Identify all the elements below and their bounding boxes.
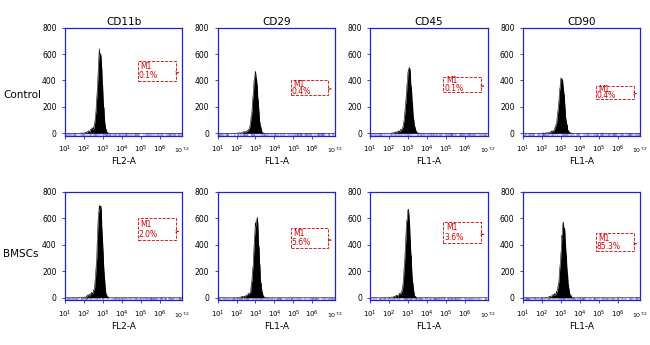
Bar (291, 228, 328, 248)
Bar (596, 86, 634, 99)
Text: $10^{7.2}$: $10^{7.2}$ (327, 146, 343, 155)
Text: $10^{7.2}$: $10^{7.2}$ (174, 146, 190, 155)
Text: 2.0%: 2.0% (139, 230, 158, 239)
Text: 5.6%: 5.6% (291, 238, 311, 247)
Text: M1: M1 (141, 62, 152, 71)
Text: Control: Control (3, 90, 41, 100)
Text: 0.1%: 0.1% (139, 71, 158, 80)
Title: CD29: CD29 (262, 17, 291, 27)
Text: BMSCs: BMSCs (3, 249, 39, 258)
Title: CD45: CD45 (415, 17, 443, 27)
Text: $10^{7.2}$: $10^{7.2}$ (174, 310, 190, 319)
Text: 3.6%: 3.6% (444, 233, 463, 242)
Text: 0.4%: 0.4% (597, 91, 616, 100)
Text: $10^{7.2}$: $10^{7.2}$ (480, 310, 496, 319)
Title: CD11b: CD11b (106, 17, 141, 27)
Title: CD90: CD90 (567, 17, 596, 27)
Bar (138, 61, 176, 81)
Text: $10^{7.2}$: $10^{7.2}$ (632, 310, 649, 319)
Bar (596, 233, 634, 251)
Text: M1: M1 (141, 220, 152, 229)
X-axis label: FL1-A: FL1-A (417, 157, 441, 167)
Text: $10^{7.2}$: $10^{7.2}$ (327, 310, 343, 319)
Bar (291, 80, 328, 95)
Text: 0.1%: 0.1% (444, 84, 463, 93)
Text: 85.3%: 85.3% (597, 242, 621, 251)
Text: M1: M1 (293, 80, 305, 89)
Bar (443, 221, 481, 243)
X-axis label: FL1-A: FL1-A (264, 157, 289, 167)
X-axis label: FL1-A: FL1-A (264, 322, 289, 331)
X-axis label: FL2-A: FL2-A (111, 157, 136, 167)
X-axis label: FL2-A: FL2-A (111, 322, 136, 331)
Bar (443, 77, 481, 92)
Text: M1: M1 (599, 85, 610, 94)
Text: M1: M1 (446, 223, 458, 232)
Text: $10^{7.2}$: $10^{7.2}$ (632, 146, 649, 155)
Text: M1: M1 (293, 229, 305, 238)
Text: M1: M1 (599, 234, 610, 243)
X-axis label: FL1-A: FL1-A (569, 322, 594, 331)
Text: 0.4%: 0.4% (291, 87, 311, 96)
X-axis label: FL1-A: FL1-A (569, 157, 594, 167)
Bar (138, 218, 176, 240)
Text: M1: M1 (446, 77, 458, 86)
X-axis label: FL1-A: FL1-A (417, 322, 441, 331)
Text: $10^{7.2}$: $10^{7.2}$ (480, 146, 496, 155)
